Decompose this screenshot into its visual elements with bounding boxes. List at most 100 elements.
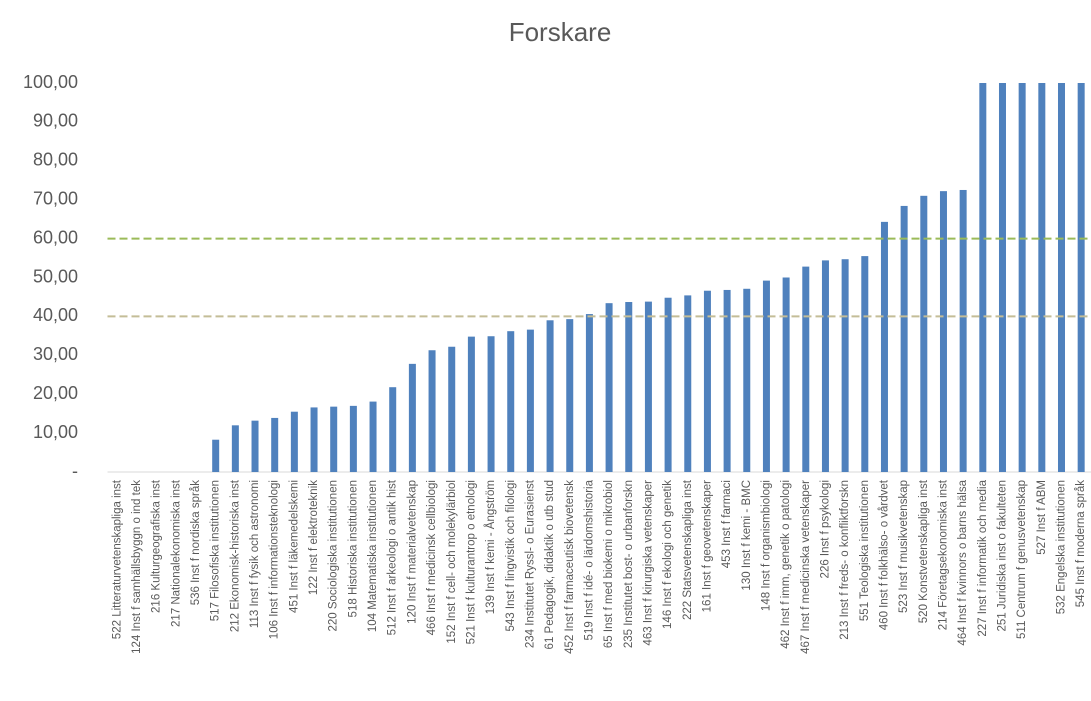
bar <box>290 411 298 472</box>
x-tick-label: 146 Inst f ekologi och genetik <box>662 480 674 629</box>
bar <box>467 336 475 472</box>
bar <box>900 205 908 472</box>
y-tick-label: 60,00 <box>33 227 78 247</box>
x-tick-label: 139 Inst f kemi - Ångström <box>484 480 497 614</box>
bar <box>664 297 672 472</box>
bar <box>762 280 770 472</box>
x-tick-label: 451 Inst f läkemedelskemi <box>288 480 300 613</box>
x-tick-label: 522 Litteraturvetenskapliga inst <box>111 479 123 639</box>
bar <box>821 260 829 472</box>
bar <box>251 420 259 472</box>
y-tick-label: 20,00 <box>33 383 78 403</box>
x-tick-label: 226 Inst f psykologi <box>819 480 831 578</box>
bar <box>271 417 279 472</box>
x-tick-label: 212 Ekonomisk-historiska inst <box>229 479 241 632</box>
x-tick-label: 217 Nationalekonomiska inst <box>170 479 182 627</box>
bar <box>546 320 554 472</box>
y-tick-label: 90,00 <box>33 111 78 131</box>
bar <box>959 189 967 472</box>
bar <box>939 191 947 472</box>
y-tick-label: 70,00 <box>33 188 78 208</box>
bar <box>920 195 928 472</box>
y-tick-label: - <box>72 461 78 481</box>
x-tick-label: 466 Inst f medicinsk cellbiologi <box>426 480 438 635</box>
bar <box>841 259 849 472</box>
bar <box>625 302 633 472</box>
x-tick-label: 214 Företagsekonomiska inst <box>938 479 950 630</box>
bar <box>566 319 574 472</box>
x-tick-label: 463 Inst f kirurgiska vetenskaper <box>642 480 654 646</box>
y-tick-label: 10,00 <box>33 422 78 442</box>
x-tick-label: 106 Inst f informationsteknologi <box>269 480 281 639</box>
x-tick-label: 65 Inst f med biokemi o mikrobiol <box>603 480 615 648</box>
x-tick-label: 517 Filosofiska institutionen <box>210 480 222 621</box>
y-tick-label: 50,00 <box>33 266 78 286</box>
x-tick-label: 148 Inst f organismbiologi <box>760 480 772 611</box>
x-tick-label: 152 Inst f cell- och molekylärbiol <box>446 480 458 644</box>
bar <box>684 295 692 472</box>
bar <box>1077 83 1085 472</box>
bar <box>330 406 338 472</box>
bar <box>526 329 534 472</box>
x-tick-label: 251 Juridiska inst o fakulteten <box>997 480 1009 632</box>
x-tick-label: 460 Inst f folkhälso- o vårdvet <box>878 479 890 630</box>
x-tick-label: 216 Kulturgeografiska inst <box>151 479 163 613</box>
bar <box>231 425 239 472</box>
bar <box>1057 83 1065 472</box>
x-tick-label: 213 Inst f freds- o konfliktforskn <box>839 480 851 640</box>
x-tick-label: 222 Statsvetenskapliga inst <box>682 479 694 620</box>
bar <box>428 350 436 472</box>
bar <box>998 83 1006 472</box>
bar <box>861 256 869 472</box>
bar <box>644 301 652 472</box>
x-tick-label: 235 Institutet bost- o urbanforskn <box>623 480 635 648</box>
x-tick-label: 130 Inst f kemi - BMC <box>741 480 753 591</box>
x-tick-label: 464 Inst f kvinnors o barns hälsa <box>957 479 969 645</box>
bar <box>507 331 515 472</box>
bar <box>212 439 220 472</box>
x-tick-label: 124 Inst f samhällsbyggn o ind tek <box>131 480 143 654</box>
x-tick-label: 161 Inst f geovetenskaper <box>701 480 713 613</box>
bar <box>448 346 456 472</box>
x-tick-label: 511 Centrum f genusvetenskap <box>1016 480 1028 639</box>
bar <box>743 288 751 472</box>
x-tick-label: 467 Inst f medicinska vetenskaper <box>800 480 812 654</box>
x-tick-label: 521 Inst f kulturantrop o etnologi <box>465 480 477 644</box>
x-tick-label: 523 Inst f musikvetenskap <box>898 480 910 613</box>
bar <box>487 336 495 472</box>
bar <box>349 405 357 472</box>
bar <box>802 266 810 472</box>
bar <box>880 221 888 472</box>
bar <box>605 303 613 472</box>
x-tick-label: 234 Institutet Ryssl- o Eurasienst <box>524 479 536 648</box>
bar <box>1038 83 1046 472</box>
bar <box>979 83 987 472</box>
x-tick-label: 512 Inst f arkeologi o antik hist <box>387 479 399 635</box>
x-tick-label: 104 Matematiska institutionen <box>367 480 379 632</box>
y-tick-label: 30,00 <box>33 344 78 364</box>
x-tick-label: 527 Inst f ABM <box>1036 480 1048 555</box>
y-tick-label: 40,00 <box>33 305 78 325</box>
bar <box>703 290 711 472</box>
y-tick-label: 100,00 <box>23 72 78 92</box>
x-tick-label: 536 Inst f nordiska språk <box>190 480 202 606</box>
bar <box>408 363 416 472</box>
x-tick-label: 532 Engelska institutionen <box>1056 480 1068 614</box>
x-tick-label: 545 Inst f moderna språk <box>1075 480 1087 607</box>
x-tick-label: 227 Inst f informatik och media <box>977 479 989 636</box>
x-tick-label: 113 Inst f fysik och astronomi <box>249 480 261 628</box>
x-tick-label: 120 Inst f materialvetenskap <box>406 480 418 624</box>
bar <box>782 277 790 472</box>
bar <box>389 387 397 472</box>
bar <box>585 314 593 472</box>
bar <box>369 401 377 472</box>
x-tick-label: 519 Inst f idé- o lärdomshistoria <box>583 479 595 640</box>
x-tick-label: 220 Sociologiska institutionen <box>328 480 340 632</box>
y-tick-label: 80,00 <box>33 150 78 170</box>
x-tick-label: 520 Konstvetenskapliga inst <box>918 479 930 623</box>
x-tick-label: 61 Pedagogik, didaktik o utb stud <box>544 480 556 649</box>
x-tick-label: 551 Teologiska institutionen <box>859 480 871 621</box>
x-tick-label: 452 Inst f farmaceutisk biovetensk <box>564 480 576 654</box>
chart-title: Forskare <box>509 17 612 47</box>
